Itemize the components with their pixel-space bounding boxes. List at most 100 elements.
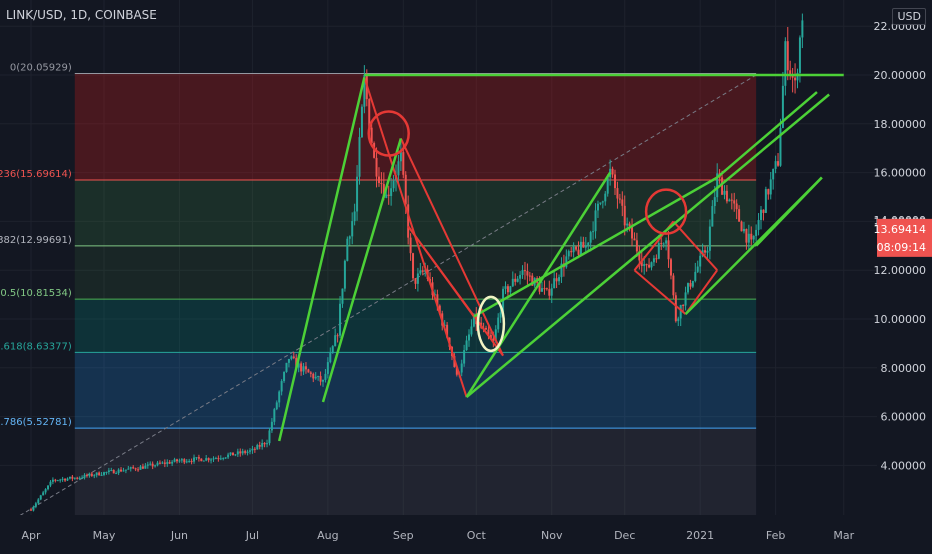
candle-body bbox=[358, 137, 361, 177]
candle-body bbox=[253, 448, 256, 450]
candle-body bbox=[738, 209, 741, 222]
green-trend-line bbox=[755, 176, 823, 247]
candle-body bbox=[764, 189, 767, 213]
candle-body bbox=[572, 246, 575, 253]
candle-body bbox=[348, 236, 351, 239]
candle-body bbox=[292, 356, 295, 359]
candle-body bbox=[506, 286, 509, 293]
candle-body bbox=[801, 20, 804, 38]
fib-zone bbox=[74, 245, 757, 300]
candle-body bbox=[234, 454, 237, 456]
candle-body bbox=[103, 472, 105, 475]
candle-body bbox=[83, 474, 86, 478]
candle-body bbox=[730, 199, 733, 201]
candle-body bbox=[652, 258, 655, 263]
currency-button[interactable]: USD bbox=[892, 8, 926, 25]
candle-body bbox=[587, 242, 590, 246]
candle-body bbox=[631, 226, 634, 239]
candle-body bbox=[682, 305, 685, 307]
candle-body bbox=[684, 292, 687, 306]
candle-body bbox=[200, 458, 203, 462]
candle-body bbox=[487, 329, 490, 335]
candle-body bbox=[570, 251, 573, 253]
candle-body bbox=[538, 282, 541, 292]
candle-body bbox=[241, 451, 244, 454]
candle-body bbox=[266, 443, 269, 445]
candle-body bbox=[246, 451, 249, 453]
candle-body bbox=[669, 259, 672, 276]
y-tick-label: 20.00000 bbox=[874, 69, 927, 82]
candle-body bbox=[404, 174, 407, 205]
candle-body bbox=[270, 421, 273, 431]
x-tick-label: Jun bbox=[170, 529, 188, 542]
candle-body bbox=[190, 461, 193, 463]
candle-body bbox=[438, 305, 441, 314]
candle-body bbox=[185, 461, 188, 463]
candle-body bbox=[704, 250, 707, 253]
candle-body bbox=[599, 202, 602, 204]
candle-body bbox=[197, 457, 200, 459]
candle-body bbox=[558, 277, 561, 282]
candle-body bbox=[122, 470, 125, 472]
candle-body bbox=[42, 492, 45, 496]
x-tick-label: 2021 bbox=[686, 529, 714, 542]
bar-countdown: 08:09:14 bbox=[877, 241, 926, 254]
fib-zone bbox=[74, 299, 757, 353]
candle-body bbox=[711, 206, 714, 227]
candle-body bbox=[193, 457, 196, 462]
candle-body bbox=[696, 266, 699, 272]
candle-body bbox=[219, 458, 222, 460]
candle-body bbox=[166, 462, 169, 464]
candle-body bbox=[648, 264, 651, 268]
candle-body bbox=[258, 445, 261, 447]
candle-body bbox=[263, 442, 266, 445]
candle-body bbox=[115, 473, 118, 475]
x-tick-label: Nov bbox=[541, 529, 563, 542]
candle-body bbox=[662, 243, 665, 245]
candle-body bbox=[708, 226, 711, 251]
candle-body bbox=[319, 376, 322, 382]
candle-body bbox=[183, 459, 186, 463]
candle-body bbox=[650, 262, 653, 268]
candle-body bbox=[567, 251, 570, 257]
candle-body bbox=[37, 499, 40, 504]
candle-body bbox=[214, 458, 217, 460]
candle-body bbox=[285, 362, 288, 372]
candle-body bbox=[146, 464, 149, 466]
candle-body bbox=[351, 221, 354, 237]
candle-body bbox=[76, 477, 79, 479]
candle-body bbox=[660, 243, 663, 245]
candle-body bbox=[577, 249, 580, 255]
candle-body bbox=[794, 77, 797, 81]
candle-body bbox=[555, 278, 558, 282]
candle-body bbox=[565, 256, 568, 268]
candle-body bbox=[273, 409, 276, 422]
candle-body bbox=[205, 458, 208, 461]
candle-body bbox=[407, 204, 410, 238]
candle-body bbox=[377, 176, 380, 183]
candle-body bbox=[485, 327, 488, 330]
candle-body bbox=[297, 363, 300, 368]
x-tick-label: Sep bbox=[393, 529, 414, 542]
candle-body bbox=[120, 469, 123, 472]
candle-body bbox=[543, 288, 546, 290]
candle-body bbox=[468, 334, 470, 341]
candle-body bbox=[638, 251, 641, 261]
candle-body bbox=[640, 260, 643, 267]
candle-body bbox=[436, 294, 439, 306]
candle-body bbox=[789, 70, 792, 75]
candle-body bbox=[149, 463, 152, 465]
candle-body bbox=[61, 478, 64, 480]
candle-body bbox=[504, 286, 507, 289]
red-channel-line bbox=[672, 220, 718, 271]
candle-body bbox=[68, 476, 71, 479]
y-tick-label: 8.00000 bbox=[881, 362, 927, 375]
candle-body bbox=[402, 152, 405, 175]
candle-body bbox=[514, 278, 517, 282]
candle-body bbox=[643, 264, 646, 267]
green-trend-line bbox=[321, 138, 403, 403]
candle-body bbox=[798, 37, 801, 73]
candle-body bbox=[56, 480, 59, 482]
